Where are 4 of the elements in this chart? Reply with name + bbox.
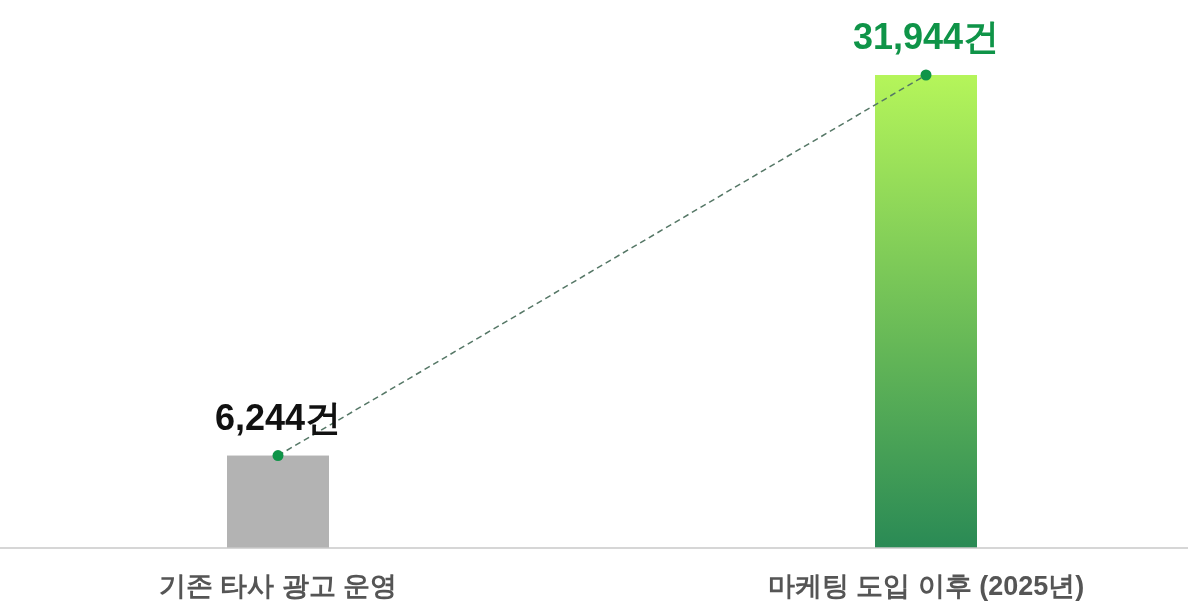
data-label: 31,944건 xyxy=(852,16,1000,57)
x-tick-label: 기존 타사 광고 운영 xyxy=(158,571,398,601)
data-label: 6,244건 xyxy=(214,396,342,438)
x-tick-label: 마케팅 도입 이후 (2025년) xyxy=(767,571,1085,601)
